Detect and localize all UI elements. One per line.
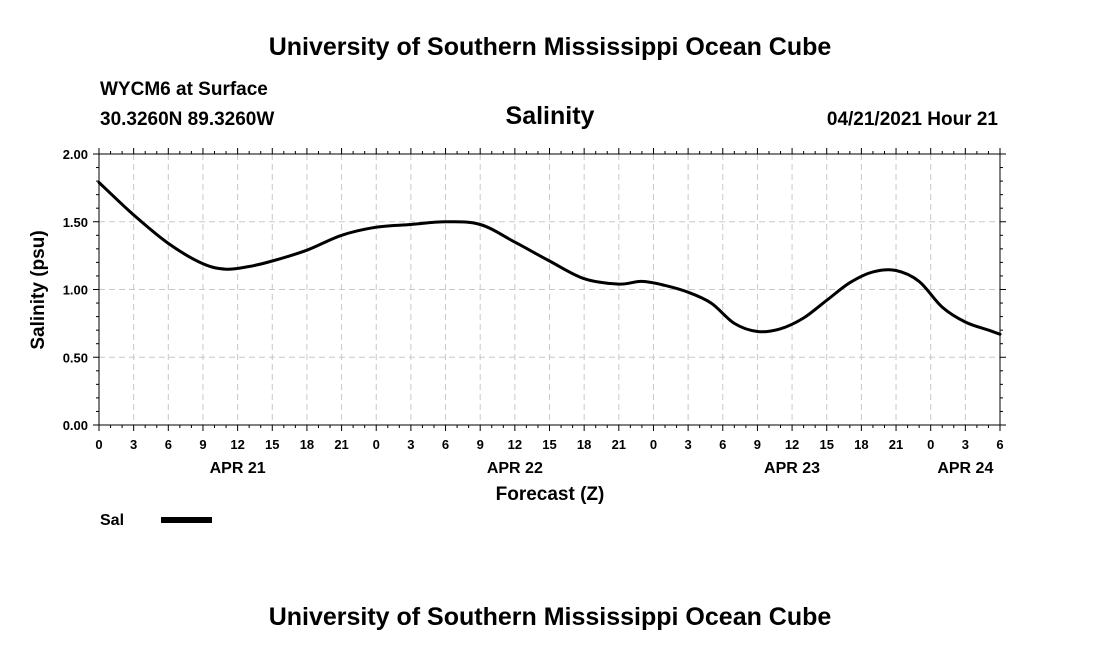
station-label: WYCM6 at Surface xyxy=(100,79,268,100)
x-tick-label: 3 xyxy=(962,437,969,452)
forecast-timestamp: 04/21/2021 Hour 21 xyxy=(827,109,999,130)
x-tick-label: 12 xyxy=(785,437,799,452)
chart-title: Salinity xyxy=(506,102,595,130)
title-top: University of Southern Mississippi Ocean… xyxy=(269,33,832,61)
x-tick-label: 15 xyxy=(542,437,556,452)
legend-label: Sal xyxy=(100,512,124,529)
grid-lines xyxy=(99,154,1000,425)
x-tick-label: 18 xyxy=(577,437,591,452)
y-tick-label: 2.00 xyxy=(63,147,88,162)
station-coords: 30.3260N 89.3260W xyxy=(100,109,274,130)
x-tick-label: 3 xyxy=(684,437,691,452)
x-tick-label: 15 xyxy=(265,437,279,452)
x-tick-label: 15 xyxy=(819,437,833,452)
x-tick-label: 9 xyxy=(477,437,484,452)
x-tick-label: 0 xyxy=(927,437,934,452)
x-tick-label: 18 xyxy=(300,437,314,452)
x-tick-label: 6 xyxy=(996,437,1003,452)
date-labels: APR 21 APR 22 APR 23 APR 24 xyxy=(210,460,994,477)
plot-frame xyxy=(98,153,1001,426)
y-axis-ticks: 0.00 0.50 1.00 1.50 2.00 xyxy=(63,147,1006,433)
x-tick-label: 21 xyxy=(612,437,626,452)
x-axis-label: Forecast (Z) xyxy=(496,484,605,505)
title-bottom: University of Southern Mississippi Ocean… xyxy=(269,603,832,631)
x-tick-label: 12 xyxy=(230,437,244,452)
salinity-series-line xyxy=(97,181,1002,336)
y-tick-label: 0.50 xyxy=(63,350,88,365)
x-tick-label: 18 xyxy=(854,437,868,452)
x-tick-label: 0 xyxy=(95,437,102,452)
x-tick-label: 21 xyxy=(334,437,348,452)
date-label: APR 22 xyxy=(487,460,543,477)
x-tick-label: 0 xyxy=(650,437,657,452)
y-tick-label: 1.00 xyxy=(63,283,88,298)
x-tick-label: 21 xyxy=(889,437,903,452)
x-tick-label: 9 xyxy=(199,437,206,452)
y-tick-label: 1.50 xyxy=(63,215,88,230)
x-tick-label: 0 xyxy=(373,437,380,452)
x-tick-label: 6 xyxy=(165,437,172,452)
date-label: APR 23 xyxy=(764,460,820,477)
x-tick-label: 6 xyxy=(442,437,449,452)
x-tick-label: 6 xyxy=(719,437,726,452)
date-label: APR 24 xyxy=(937,460,993,477)
y-axis-label: Salinity (psu) xyxy=(28,230,49,349)
x-tick-label: 9 xyxy=(754,437,761,452)
x-tick-label: 12 xyxy=(508,437,522,452)
y-tick-label: 0.00 xyxy=(63,418,88,433)
x-tick-label: 3 xyxy=(407,437,414,452)
x-tick-label: 3 xyxy=(130,437,137,452)
date-label: APR 21 xyxy=(210,460,266,477)
